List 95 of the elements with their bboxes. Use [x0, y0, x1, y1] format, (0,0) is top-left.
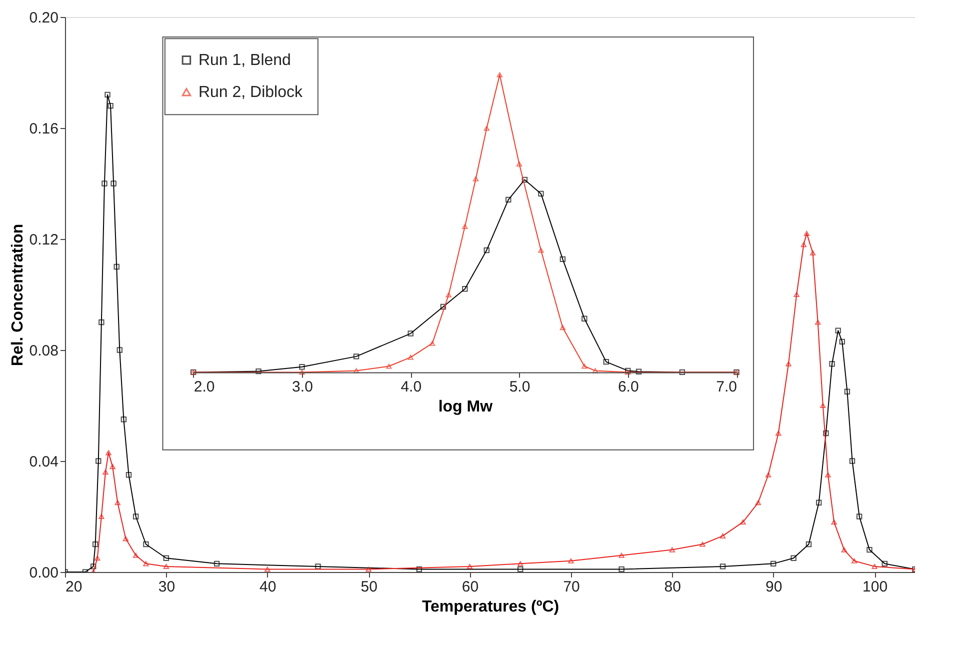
point	[829, 361, 835, 367]
point	[94, 556, 100, 561]
point	[92, 541, 98, 548]
point	[800, 242, 807, 248]
point	[794, 292, 800, 298]
x-tick-label: 3.0	[292, 378, 313, 396]
point	[841, 547, 848, 552]
x-axis-title: Temperatures (ºC)	[422, 598, 560, 616]
point	[143, 541, 149, 548]
point	[122, 536, 129, 542]
point	[466, 564, 473, 569]
point	[143, 561, 149, 566]
point	[102, 180, 108, 186]
point	[810, 250, 816, 256]
point	[866, 546, 872, 553]
x-tick-label: 50	[360, 578, 378, 596]
y-axis-title: Rel. Concentration	[9, 224, 26, 366]
x-tick-label: 5.0	[509, 378, 530, 396]
point	[132, 552, 139, 558]
point	[120, 416, 127, 422]
x-tick-label: 2.0	[194, 378, 215, 396]
point	[720, 533, 726, 538]
point	[104, 92, 110, 98]
point	[790, 555, 796, 561]
point	[770, 560, 776, 567]
point	[102, 470, 108, 475]
point	[844, 388, 850, 394]
point	[264, 566, 270, 572]
y-tick-label: 0.08	[29, 342, 58, 360]
x-tick-label: 7.0	[716, 378, 737, 396]
point	[108, 102, 114, 109]
x-tick-label: 20	[66, 578, 82, 596]
point	[851, 558, 858, 564]
point	[315, 564, 321, 570]
legend-label: Run 1, Blend	[198, 52, 291, 70]
x-tick-label: 6.0	[618, 378, 639, 396]
point	[96, 458, 102, 464]
point	[839, 338, 845, 345]
point	[132, 514, 139, 520]
point	[126, 472, 132, 478]
point	[106, 450, 112, 456]
point	[806, 541, 812, 548]
point	[786, 361, 792, 366]
point	[618, 552, 624, 558]
x-tick-label: 40	[260, 578, 276, 596]
y-tick-label: 0.16	[29, 120, 58, 138]
point	[98, 514, 104, 520]
x-tick-label: 70	[563, 578, 580, 596]
point	[882, 560, 888, 567]
point	[518, 561, 524, 566]
point	[765, 472, 772, 478]
point	[856, 514, 862, 520]
point	[815, 320, 821, 325]
point	[416, 566, 422, 572]
y-tick-label: 0.20	[29, 10, 58, 26]
x-tick-label: 4.0	[400, 378, 422, 396]
point	[849, 458, 856, 464]
y-tick-label: 0.00	[29, 564, 58, 582]
x-tick-label: 100	[862, 578, 888, 596]
point	[114, 500, 120, 506]
point	[214, 560, 220, 567]
point	[618, 566, 624, 572]
point	[163, 555, 170, 561]
point	[90, 564, 96, 570]
point	[568, 558, 574, 564]
point	[816, 500, 822, 506]
point	[804, 230, 810, 236]
point	[835, 328, 841, 334]
x-tick-label: 90	[765, 578, 782, 596]
point	[110, 464, 116, 470]
point	[700, 542, 706, 547]
point	[116, 347, 122, 353]
point	[740, 520, 746, 525]
point	[776, 430, 782, 436]
point	[872, 564, 878, 569]
point	[825, 472, 831, 478]
y-tick-label: 0.12	[29, 232, 58, 248]
point	[720, 564, 726, 570]
point	[114, 264, 120, 270]
point	[98, 319, 104, 326]
x-tick-label: 30	[158, 578, 176, 596]
point	[669, 547, 675, 552]
point	[366, 566, 372, 572]
x-tick-label: 80	[664, 578, 681, 596]
point	[755, 500, 761, 506]
point	[110, 180, 116, 186]
point	[831, 520, 837, 525]
y-tick-label: 0.04	[29, 454, 58, 470]
point	[820, 402, 826, 408]
legend-label: Run 2, Diblock	[198, 84, 304, 102]
x-axis-title: log Mw	[438, 398, 494, 416]
x-tick-label: 60	[462, 578, 479, 596]
point	[518, 566, 524, 572]
point	[823, 430, 829, 436]
point	[163, 564, 170, 569]
